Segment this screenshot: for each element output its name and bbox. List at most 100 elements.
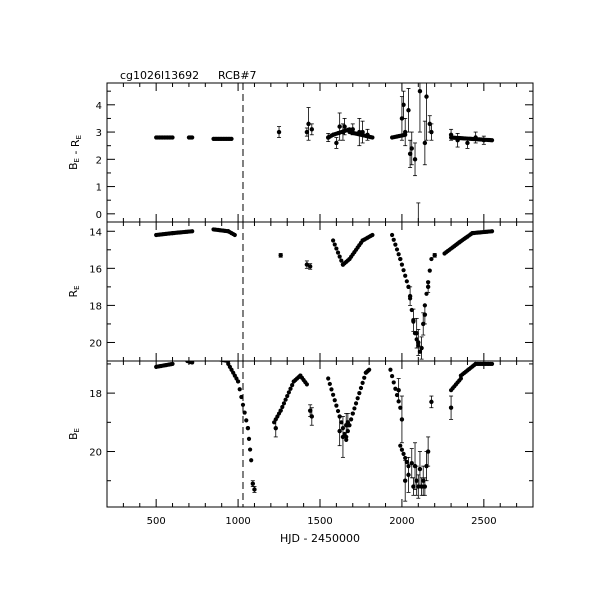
data-point [290,382,295,388]
data-point [304,129,310,135]
data-point [332,398,337,403]
data-point [401,102,406,108]
data-point [246,436,252,441]
data-point [422,484,428,489]
data-point [396,252,401,257]
data-point [340,434,346,440]
data-point [250,481,256,486]
data-point [403,455,408,461]
data-point [489,361,495,367]
data-point [237,387,242,392]
data-point [407,293,413,299]
data-point [448,405,454,410]
data-point [339,258,344,263]
data-point [417,88,423,94]
data-point [342,124,347,129]
data-point [350,411,355,416]
data-point [362,375,367,380]
data-point [353,401,359,406]
data-point [367,367,372,372]
data-point [403,129,408,135]
x-tick-label: 2000 [389,516,414,527]
data-point [190,361,195,365]
data-point [421,478,426,483]
data-point [304,382,309,387]
data-point [394,247,400,252]
data-point [357,391,362,396]
y-tick-label: 14 [89,227,102,238]
data-point [389,373,395,379]
y-tick-label: 2 [96,155,102,166]
data-point [422,140,428,146]
x-tick-label: 1500 [307,516,332,527]
data-point [419,345,424,351]
data-point [306,121,311,127]
panel-red: 14 16 18 20 RE [67,221,534,362]
data-point [422,312,428,317]
data-point [307,408,313,413]
panel-frame [106,221,534,362]
data-point [327,381,332,387]
data-point [411,318,416,323]
data-point [286,390,291,395]
y-tick-label: 20 [89,448,102,459]
x-tick-label: 500 [147,516,166,527]
data-point [334,140,339,146]
x-axis-label: HJD - 2450000 [280,532,360,545]
data-point [345,420,351,425]
object-id-label: cg1026l13692 [120,69,199,82]
data-point [235,379,241,384]
data-point [409,461,414,466]
data-point [247,447,253,452]
data-point [407,151,413,157]
data-point [406,472,411,478]
data-point [481,138,487,143]
data-point [190,135,195,140]
data-point [307,264,313,269]
data-point [455,138,460,143]
data-point [337,124,342,129]
data-point [489,229,495,234]
data-point [458,376,464,381]
data-point [396,388,401,393]
y-axis-label: RE [67,285,81,297]
data-point [332,242,337,247]
y-tick-label: 4 [96,101,102,112]
data-point [288,386,293,391]
data-point [339,420,344,425]
data-point [394,392,400,398]
data-point [429,129,434,135]
data-point [337,428,342,434]
data-point [404,459,409,465]
data-point [425,284,431,290]
data-point [414,331,419,336]
data-point [401,451,406,456]
data-point [245,426,251,431]
y-tick-label: 18 [89,301,102,312]
y-tick-label: 16 [89,264,102,275]
data-point [416,340,421,345]
data-point [465,140,470,146]
data-point [489,138,495,143]
data-point [409,146,414,151]
data-point [350,127,355,132]
data-point [404,279,409,284]
data-point [304,262,310,267]
data-point [280,404,285,410]
data-point [285,393,290,399]
data-point [244,418,249,423]
data-point [393,242,398,247]
data-point [403,273,408,278]
data-point [337,254,342,259]
x-tick-label: 1000 [225,516,250,527]
data-point [278,408,283,413]
data-point [211,356,215,360]
data-point [411,484,416,489]
data-group [154,227,495,360]
data-point [210,356,214,360]
x-tick-label: 2500 [471,516,496,527]
data-group [154,356,495,502]
data-point [216,361,218,362]
data-point [414,478,419,483]
